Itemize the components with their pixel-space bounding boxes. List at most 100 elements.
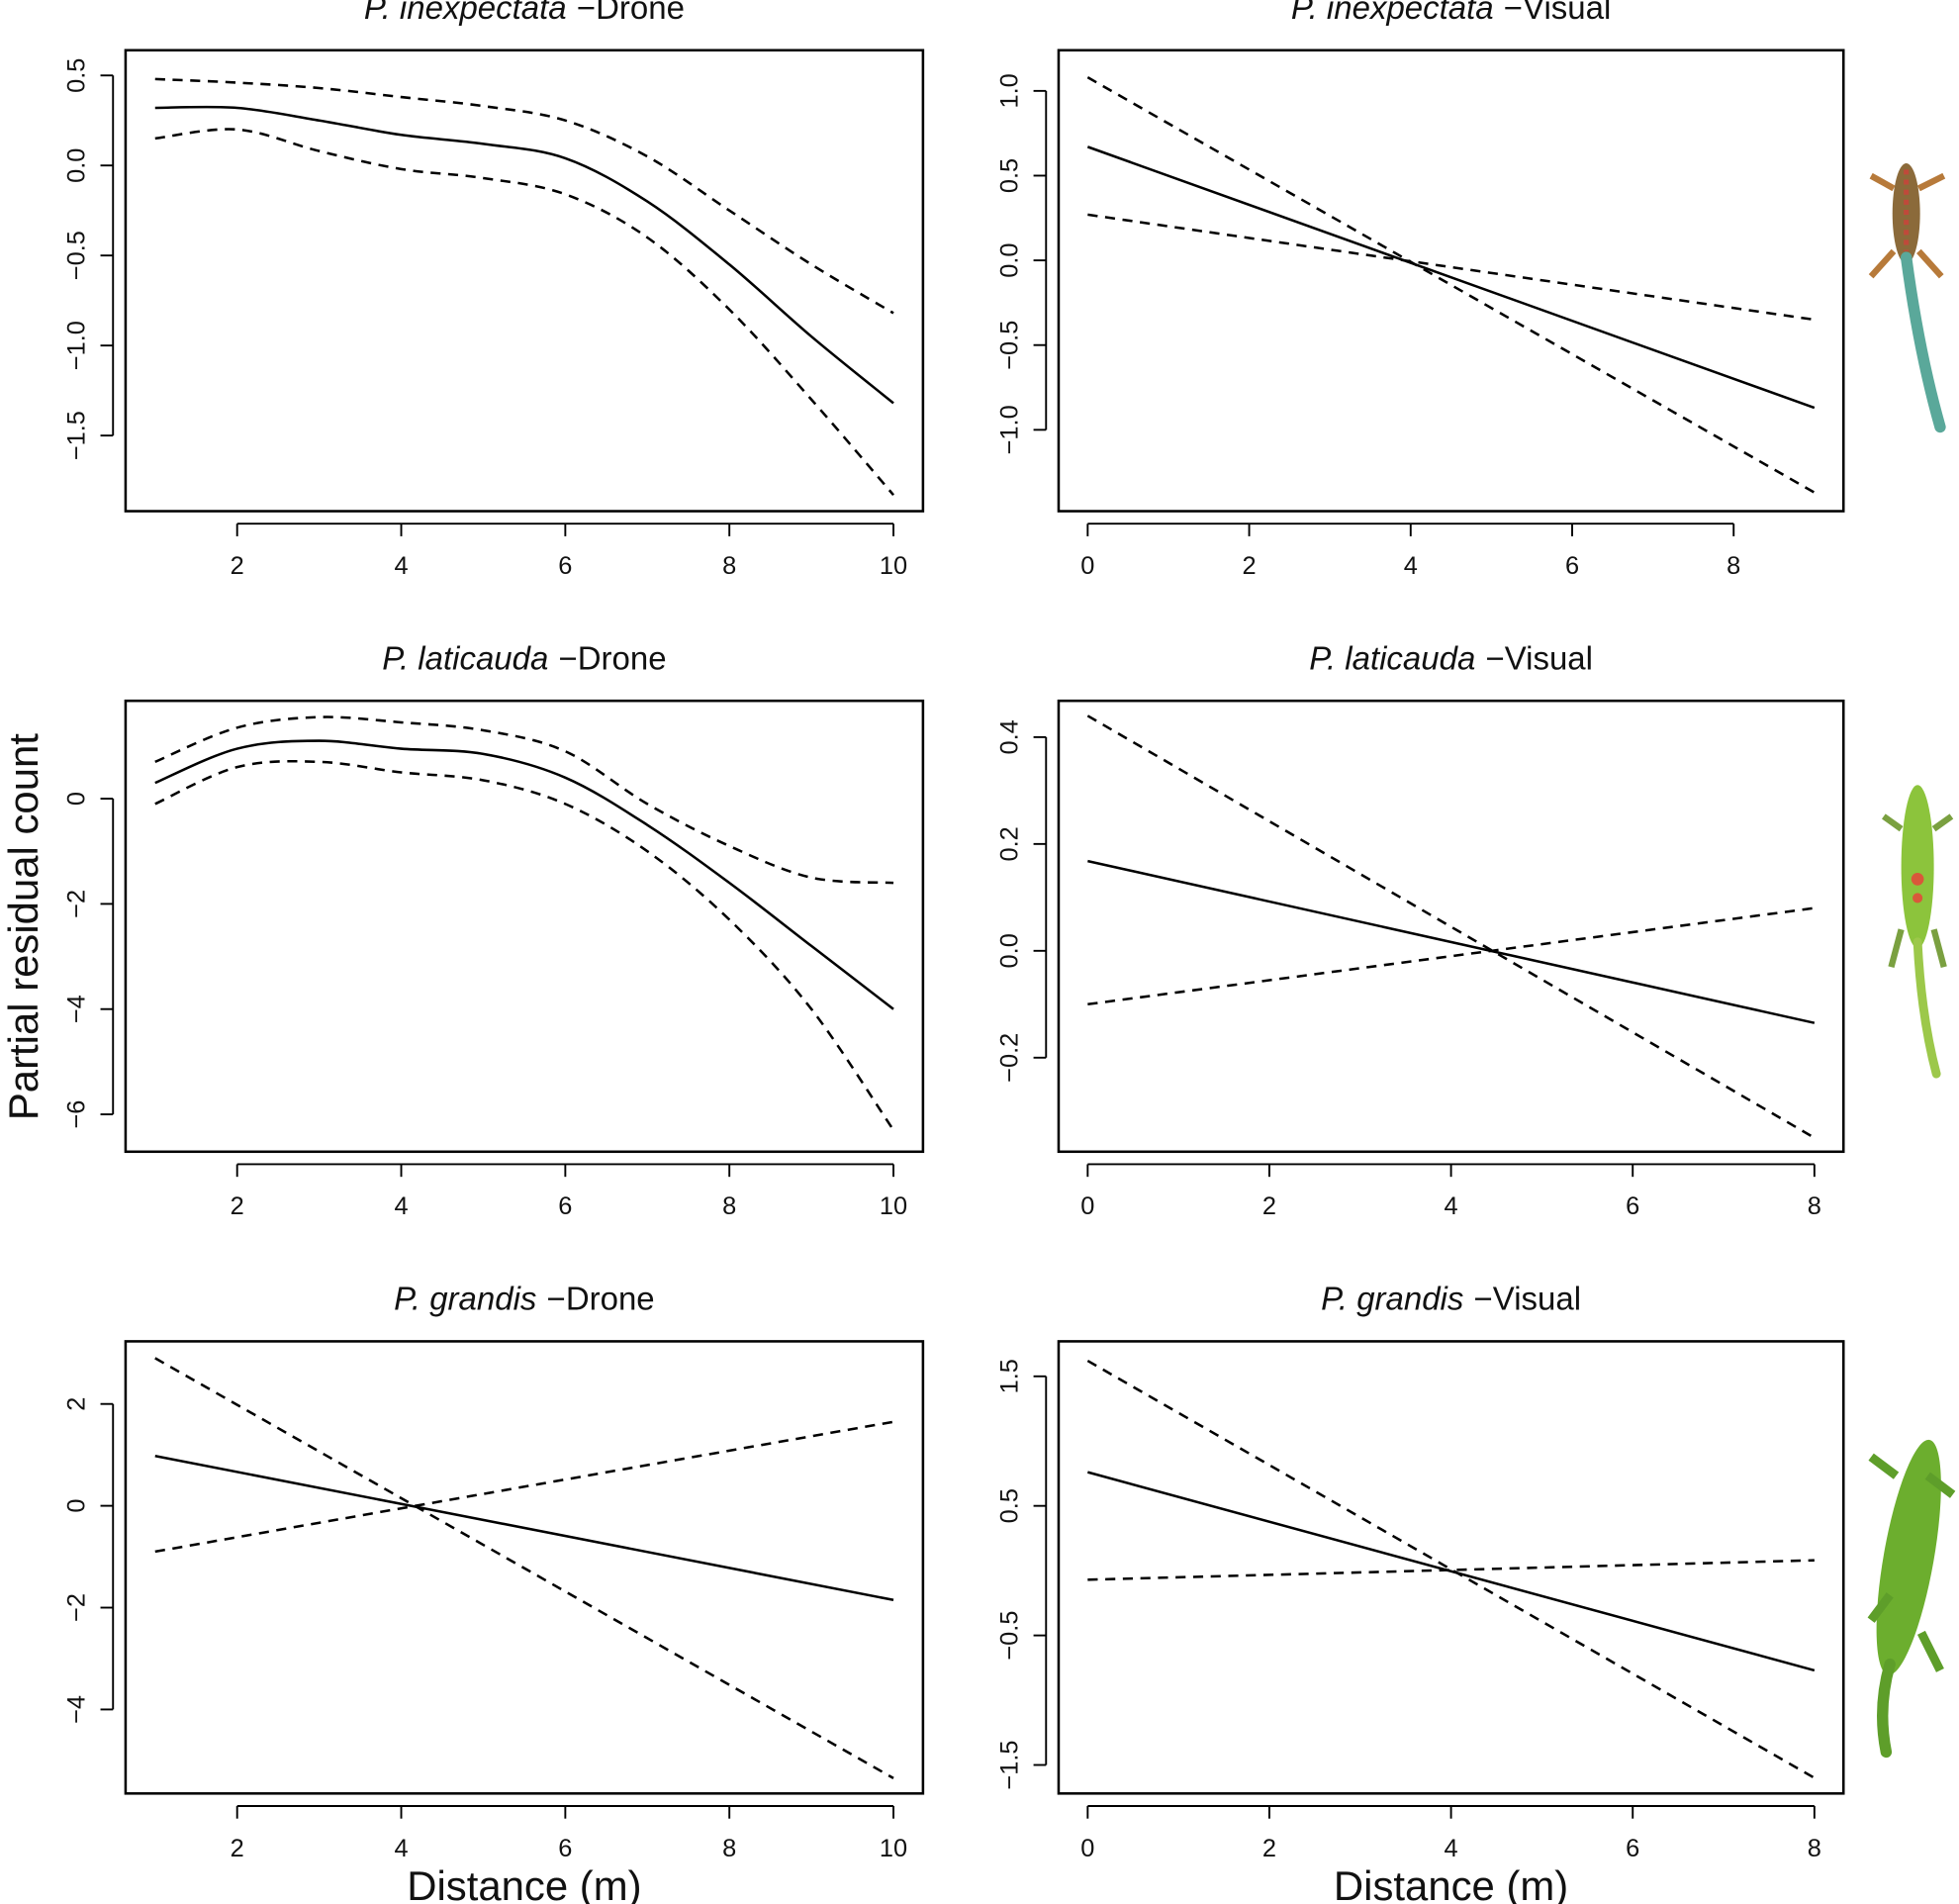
plot-frame — [1057, 48, 1845, 513]
y-tick-label: 0 — [62, 792, 90, 806]
y-tick-label: 0.0 — [995, 242, 1023, 277]
y-tick-label: −0.2 — [995, 1033, 1023, 1083]
x-tick-label: 2 — [231, 1835, 244, 1862]
y-tick-label: 0.0 — [995, 933, 1023, 968]
series-line — [1087, 906, 1816, 1006]
y-tick-label: −2 — [62, 1593, 90, 1622]
series-line — [154, 715, 894, 885]
chart-title: P. laticauda −Visual — [1309, 639, 1593, 676]
x-tick-label: 2 — [1243, 552, 1257, 580]
y-tick-label: −1.0 — [62, 321, 90, 370]
y-tick-label: 0.0 — [62, 148, 90, 183]
series-line — [154, 759, 895, 1131]
chart-title: P. inexpectata −Visual — [1291, 0, 1611, 26]
series-line — [154, 1454, 894, 1602]
x-tick-label: 8 — [722, 552, 736, 580]
x-tick-label: 6 — [1626, 1835, 1639, 1862]
x-tick-label: 8 — [1808, 1192, 1821, 1220]
series-line — [154, 1357, 894, 1779]
y-tick-label: 0.2 — [995, 826, 1023, 861]
y-tick-label: −6 — [62, 1100, 90, 1129]
x-tick-label: 10 — [880, 552, 907, 580]
chart-title: P. grandis −Drone — [394, 1281, 655, 1317]
x-tick-label: 0 — [1080, 1192, 1094, 1220]
y-tick-label: 0.5 — [62, 58, 90, 93]
plot-frame — [1057, 1340, 1845, 1795]
title-method: −Visual — [1485, 639, 1593, 676]
title-species: P. inexpectata — [1291, 0, 1494, 26]
x-tick-label: 2 — [231, 1192, 244, 1220]
title-species: P. laticauda — [1309, 639, 1475, 676]
y-tick-label: 0 — [62, 1499, 90, 1513]
title-species: P. grandis — [1321, 1281, 1463, 1317]
y-tick-label: −4 — [62, 1695, 90, 1724]
x-tick-label: 4 — [394, 1192, 408, 1220]
series-line — [1086, 714, 1816, 1139]
y-tick-label: 2 — [62, 1397, 90, 1411]
chart-title: P. inexpectata −Drone — [364, 0, 685, 26]
x-tick-label: 6 — [558, 1835, 572, 1862]
title-method: −Drone — [558, 639, 666, 676]
y-axis-label: Partial residual count — [0, 733, 47, 1120]
x-tick-label: 4 — [1445, 1835, 1458, 1862]
gecko-illustration — [1867, 1439, 1956, 1759]
title-method: −Drone — [547, 1281, 655, 1317]
series-line — [154, 1420, 894, 1554]
title-species: P. inexpectata — [364, 0, 567, 26]
series-line — [1086, 76, 1816, 494]
y-tick-label: 0.5 — [995, 1488, 1023, 1523]
x-tick-label: 8 — [722, 1835, 736, 1862]
chart-title: P. laticauda −Drone — [382, 639, 666, 676]
series-line — [1087, 213, 1816, 322]
x-axis-label: Distance (m) — [1334, 1862, 1568, 1904]
x-axis-label: Distance (m) — [407, 1862, 641, 1904]
x-tick-label: 2 — [231, 552, 244, 580]
y-tick-label: −1.5 — [995, 1740, 1023, 1789]
y-tick-label: −2 — [62, 890, 90, 918]
y-tick-label: −0.5 — [995, 1611, 1023, 1661]
series-line — [1086, 1359, 1816, 1779]
x-tick-label: 6 — [558, 1192, 572, 1220]
x-tick-label: 2 — [1262, 1835, 1276, 1862]
series-line — [154, 128, 894, 496]
x-tick-label: 6 — [558, 552, 572, 580]
series-line — [1087, 859, 1816, 1024]
y-tick-label: −0.5 — [995, 321, 1023, 370]
x-tick-label: 0 — [1080, 1835, 1094, 1862]
plot-frame — [124, 699, 925, 1154]
series-line — [154, 739, 894, 1010]
gecko-illustration — [1868, 162, 1946, 433]
x-tick-label: 4 — [1445, 1192, 1458, 1220]
gecko-illustration — [1882, 785, 1954, 1079]
y-tick-label: −4 — [62, 995, 90, 1023]
x-tick-label: 8 — [1808, 1835, 1821, 1862]
x-tick-label: 4 — [1404, 552, 1418, 580]
plot-frame — [124, 1340, 925, 1795]
x-tick-label: 8 — [1726, 552, 1740, 580]
series-line — [1087, 1559, 1815, 1581]
title-species: P. laticauda — [382, 639, 548, 676]
y-tick-label: 1.5 — [995, 1359, 1023, 1393]
y-tick-label: 0.5 — [995, 158, 1023, 193]
x-tick-label: 4 — [394, 1835, 408, 1862]
title-species: P. grandis — [394, 1281, 536, 1317]
x-tick-label: 2 — [1262, 1192, 1276, 1220]
y-tick-label: 0.4 — [995, 719, 1023, 754]
chart-title: P. grandis −Visual — [1321, 1281, 1581, 1317]
y-tick-label: −0.5 — [62, 231, 90, 280]
series-line — [154, 77, 894, 315]
x-tick-label: 10 — [880, 1192, 907, 1220]
y-tick-label: −1.0 — [995, 405, 1023, 454]
title-method: −Drone — [577, 0, 685, 26]
title-method: −Visual — [1474, 1281, 1582, 1317]
series-line — [154, 105, 894, 405]
plot-frame — [124, 48, 925, 513]
y-tick-label: 1.0 — [995, 73, 1023, 108]
y-tick-label: −1.5 — [62, 411, 90, 460]
x-tick-label: 8 — [722, 1192, 736, 1220]
x-tick-label: 0 — [1080, 552, 1094, 580]
x-tick-label: 6 — [1626, 1192, 1639, 1220]
x-tick-label: 10 — [880, 1835, 907, 1862]
series-line — [1086, 145, 1816, 410]
